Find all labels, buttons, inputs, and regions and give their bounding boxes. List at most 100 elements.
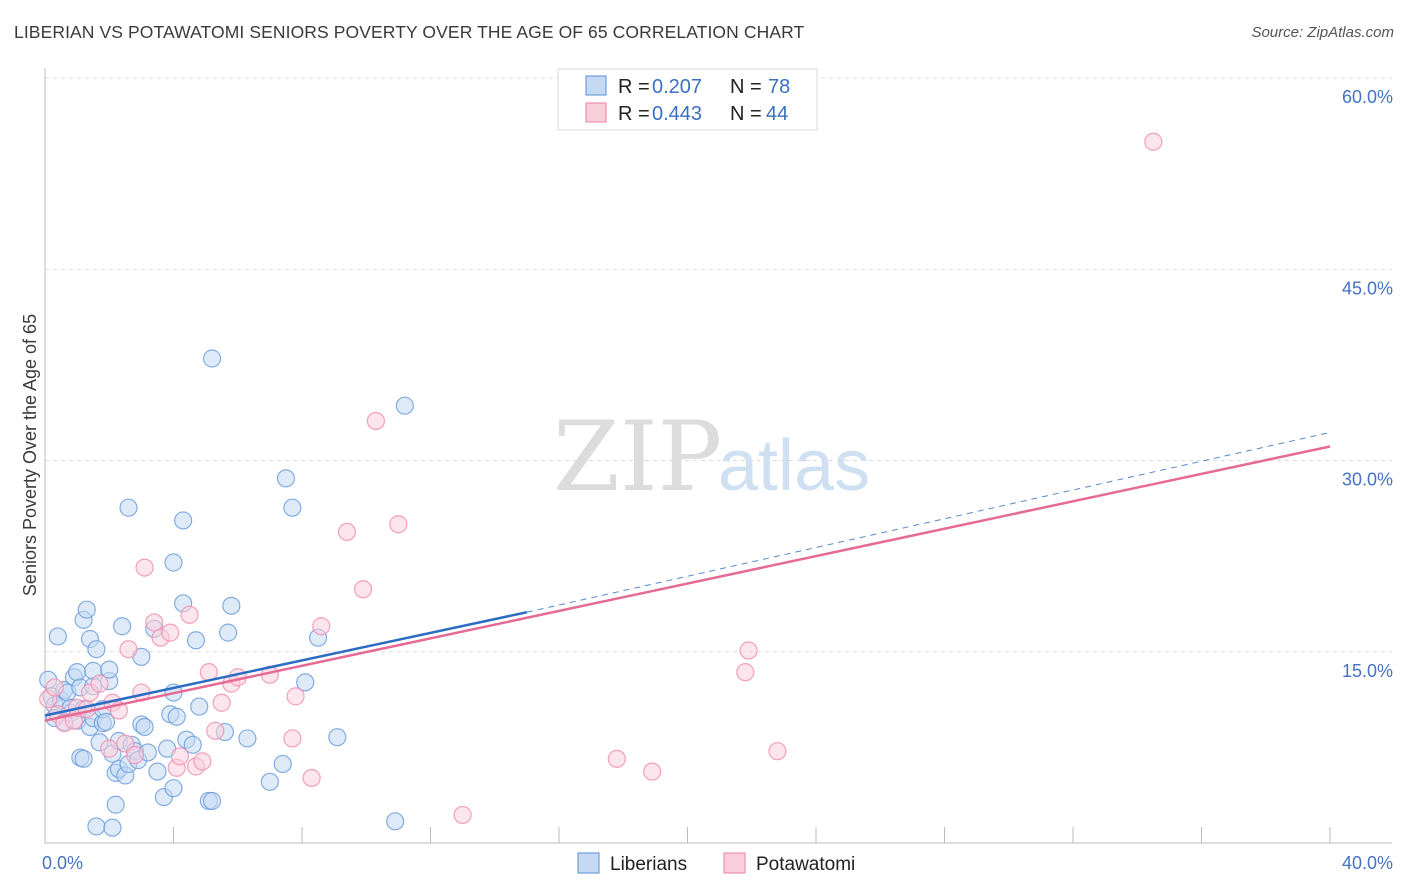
point-liberians-55 xyxy=(164,779,183,798)
y-tick-label-0: 15.0% xyxy=(1342,661,1393,681)
point-potawatomi-21 xyxy=(170,747,190,766)
point-liberians-39 xyxy=(112,617,132,636)
point-liberians-25 xyxy=(87,817,106,836)
point-potawatomi-42 xyxy=(736,663,755,682)
watermark: ZIP atlas xyxy=(553,401,870,513)
point-potawatomi-38 xyxy=(389,515,408,534)
point-potawatomi-17 xyxy=(145,613,164,632)
chart-title: LIBERIAN VS POTAWATOMI SENIORS POVERTY O… xyxy=(14,22,805,42)
point-liberians-73 xyxy=(273,754,292,774)
point-liberians-30 xyxy=(96,712,116,731)
y-tick-label-2: 45.0% xyxy=(1342,278,1393,298)
point-potawatomi-39 xyxy=(453,805,472,825)
legend-r-value-potawatomi: 0.443 xyxy=(652,103,702,125)
point-liberians-36 xyxy=(106,795,125,814)
point-liberians-60 xyxy=(174,511,193,530)
point-potawatomi-22 xyxy=(180,605,199,624)
point-potawatomi-37 xyxy=(366,411,385,431)
point-potawatomi-35 xyxy=(337,522,357,542)
point-potawatomi-33 xyxy=(302,768,321,788)
point-potawatomi-34 xyxy=(312,617,331,636)
point-liberians-79 xyxy=(386,812,405,831)
point-potawatomi-31 xyxy=(283,729,302,748)
point-liberians-66 xyxy=(202,791,222,811)
point-potawatomi-32 xyxy=(286,687,305,706)
point-liberians-48 xyxy=(135,717,154,737)
point-potawatomi-8 xyxy=(90,674,109,693)
point-liberians-57 xyxy=(164,553,183,572)
point-liberians-42 xyxy=(119,498,138,517)
point-potawatomi-1 xyxy=(45,678,64,697)
point-liberians-74 xyxy=(276,469,296,488)
point-potawatomi-44 xyxy=(768,742,787,761)
bottom-legend-swatch-liberians xyxy=(577,852,600,874)
point-liberians-26 xyxy=(87,640,106,659)
point-liberians-64 xyxy=(190,697,209,716)
point-liberians-80 xyxy=(395,396,414,415)
legend-n-value-liberians: 78 xyxy=(768,76,790,98)
legend-r-label-liberians: R = xyxy=(618,76,650,98)
legend-r-value-liberians: 0.207 xyxy=(652,76,702,98)
point-liberians-51 xyxy=(148,762,167,781)
point-liberians-71 xyxy=(238,729,257,748)
point-liberians-18 xyxy=(74,749,93,768)
point-potawatomi-43 xyxy=(739,641,758,660)
chart-source: Source: ZipAtlas.com xyxy=(1251,24,1394,41)
point-potawatomi-41 xyxy=(643,762,662,781)
point-liberians-75 xyxy=(283,498,302,517)
legend-n-label-liberians: N = xyxy=(730,76,762,98)
legend-n-value-potawatomi: 44 xyxy=(766,103,788,125)
point-potawatomi-13 xyxy=(119,640,138,659)
trend-line-liberians xyxy=(44,611,528,717)
y-tick-labels: 15.0% 30.0% 45.0% 60.0% xyxy=(1342,87,1393,681)
point-potawatomi-19 xyxy=(161,623,180,642)
point-potawatomi-27 xyxy=(212,693,231,712)
legend-r-label-potawatomi: R = xyxy=(618,103,650,125)
point-liberians-19 xyxy=(77,600,96,619)
point-liberians-72 xyxy=(260,772,279,791)
point-liberians-58 xyxy=(167,707,186,726)
point-liberians-62 xyxy=(183,735,202,754)
x-tick-labels: 0.0% 40.0% xyxy=(42,853,1393,873)
point-liberians-78 xyxy=(328,728,347,747)
axes xyxy=(44,68,1392,844)
bottom-legend-label-potawatomi: Potawatomi xyxy=(756,854,855,875)
watermark-atlas: atlas xyxy=(718,426,870,506)
trend-lines xyxy=(44,431,1331,722)
point-liberians-67 xyxy=(202,349,222,368)
x-tick-label-1: 40.0% xyxy=(1342,853,1393,873)
x-tick-label-0: 0.0% xyxy=(42,853,83,873)
point-liberians-4 xyxy=(48,627,67,646)
point-potawatomi-6 xyxy=(77,700,96,719)
bottom-legend: Liberians Potawatomi xyxy=(577,852,855,875)
point-potawatomi-24 xyxy=(193,752,212,771)
point-potawatomi-26 xyxy=(206,721,225,740)
point-potawatomi-36 xyxy=(353,580,373,599)
point-liberians-33 xyxy=(103,818,122,837)
trend-line-liberians-extension xyxy=(526,431,1331,613)
point-potawatomi-14 xyxy=(125,745,145,765)
point-liberians-12 xyxy=(68,663,87,682)
trend-line-potawatomi xyxy=(44,445,1331,722)
point-potawatomi-45 xyxy=(1144,132,1163,151)
legend: R = 0.207 N = 78 R = 0.443 N = 44 xyxy=(557,68,818,131)
point-liberians-63 xyxy=(186,631,206,650)
y-tick-label-1: 30.0% xyxy=(1342,470,1393,490)
point-potawatomi-16 xyxy=(135,558,154,577)
legend-swatch-potawatomi xyxy=(585,102,607,123)
bottom-legend-swatch-potawatomi xyxy=(723,852,746,874)
grid-lines xyxy=(45,77,1392,653)
legend-n-label-potawatomi: N = xyxy=(730,103,762,125)
point-potawatomi-40 xyxy=(607,749,626,768)
point-liberians-69 xyxy=(219,623,238,642)
watermark-zip: ZIP xyxy=(553,401,722,513)
bottom-legend-label-liberians: Liberians xyxy=(610,854,687,875)
y-tick-label-3: 60.0% xyxy=(1342,87,1393,107)
point-potawatomi-9 xyxy=(100,739,119,758)
point-liberians-32 xyxy=(100,660,119,679)
legend-swatch-liberians xyxy=(585,75,607,96)
point-liberians-70 xyxy=(222,596,241,615)
point-liberians-76 xyxy=(296,673,315,692)
y-axis-label: Seniors Poverty Over the Age of 65 xyxy=(20,314,40,596)
